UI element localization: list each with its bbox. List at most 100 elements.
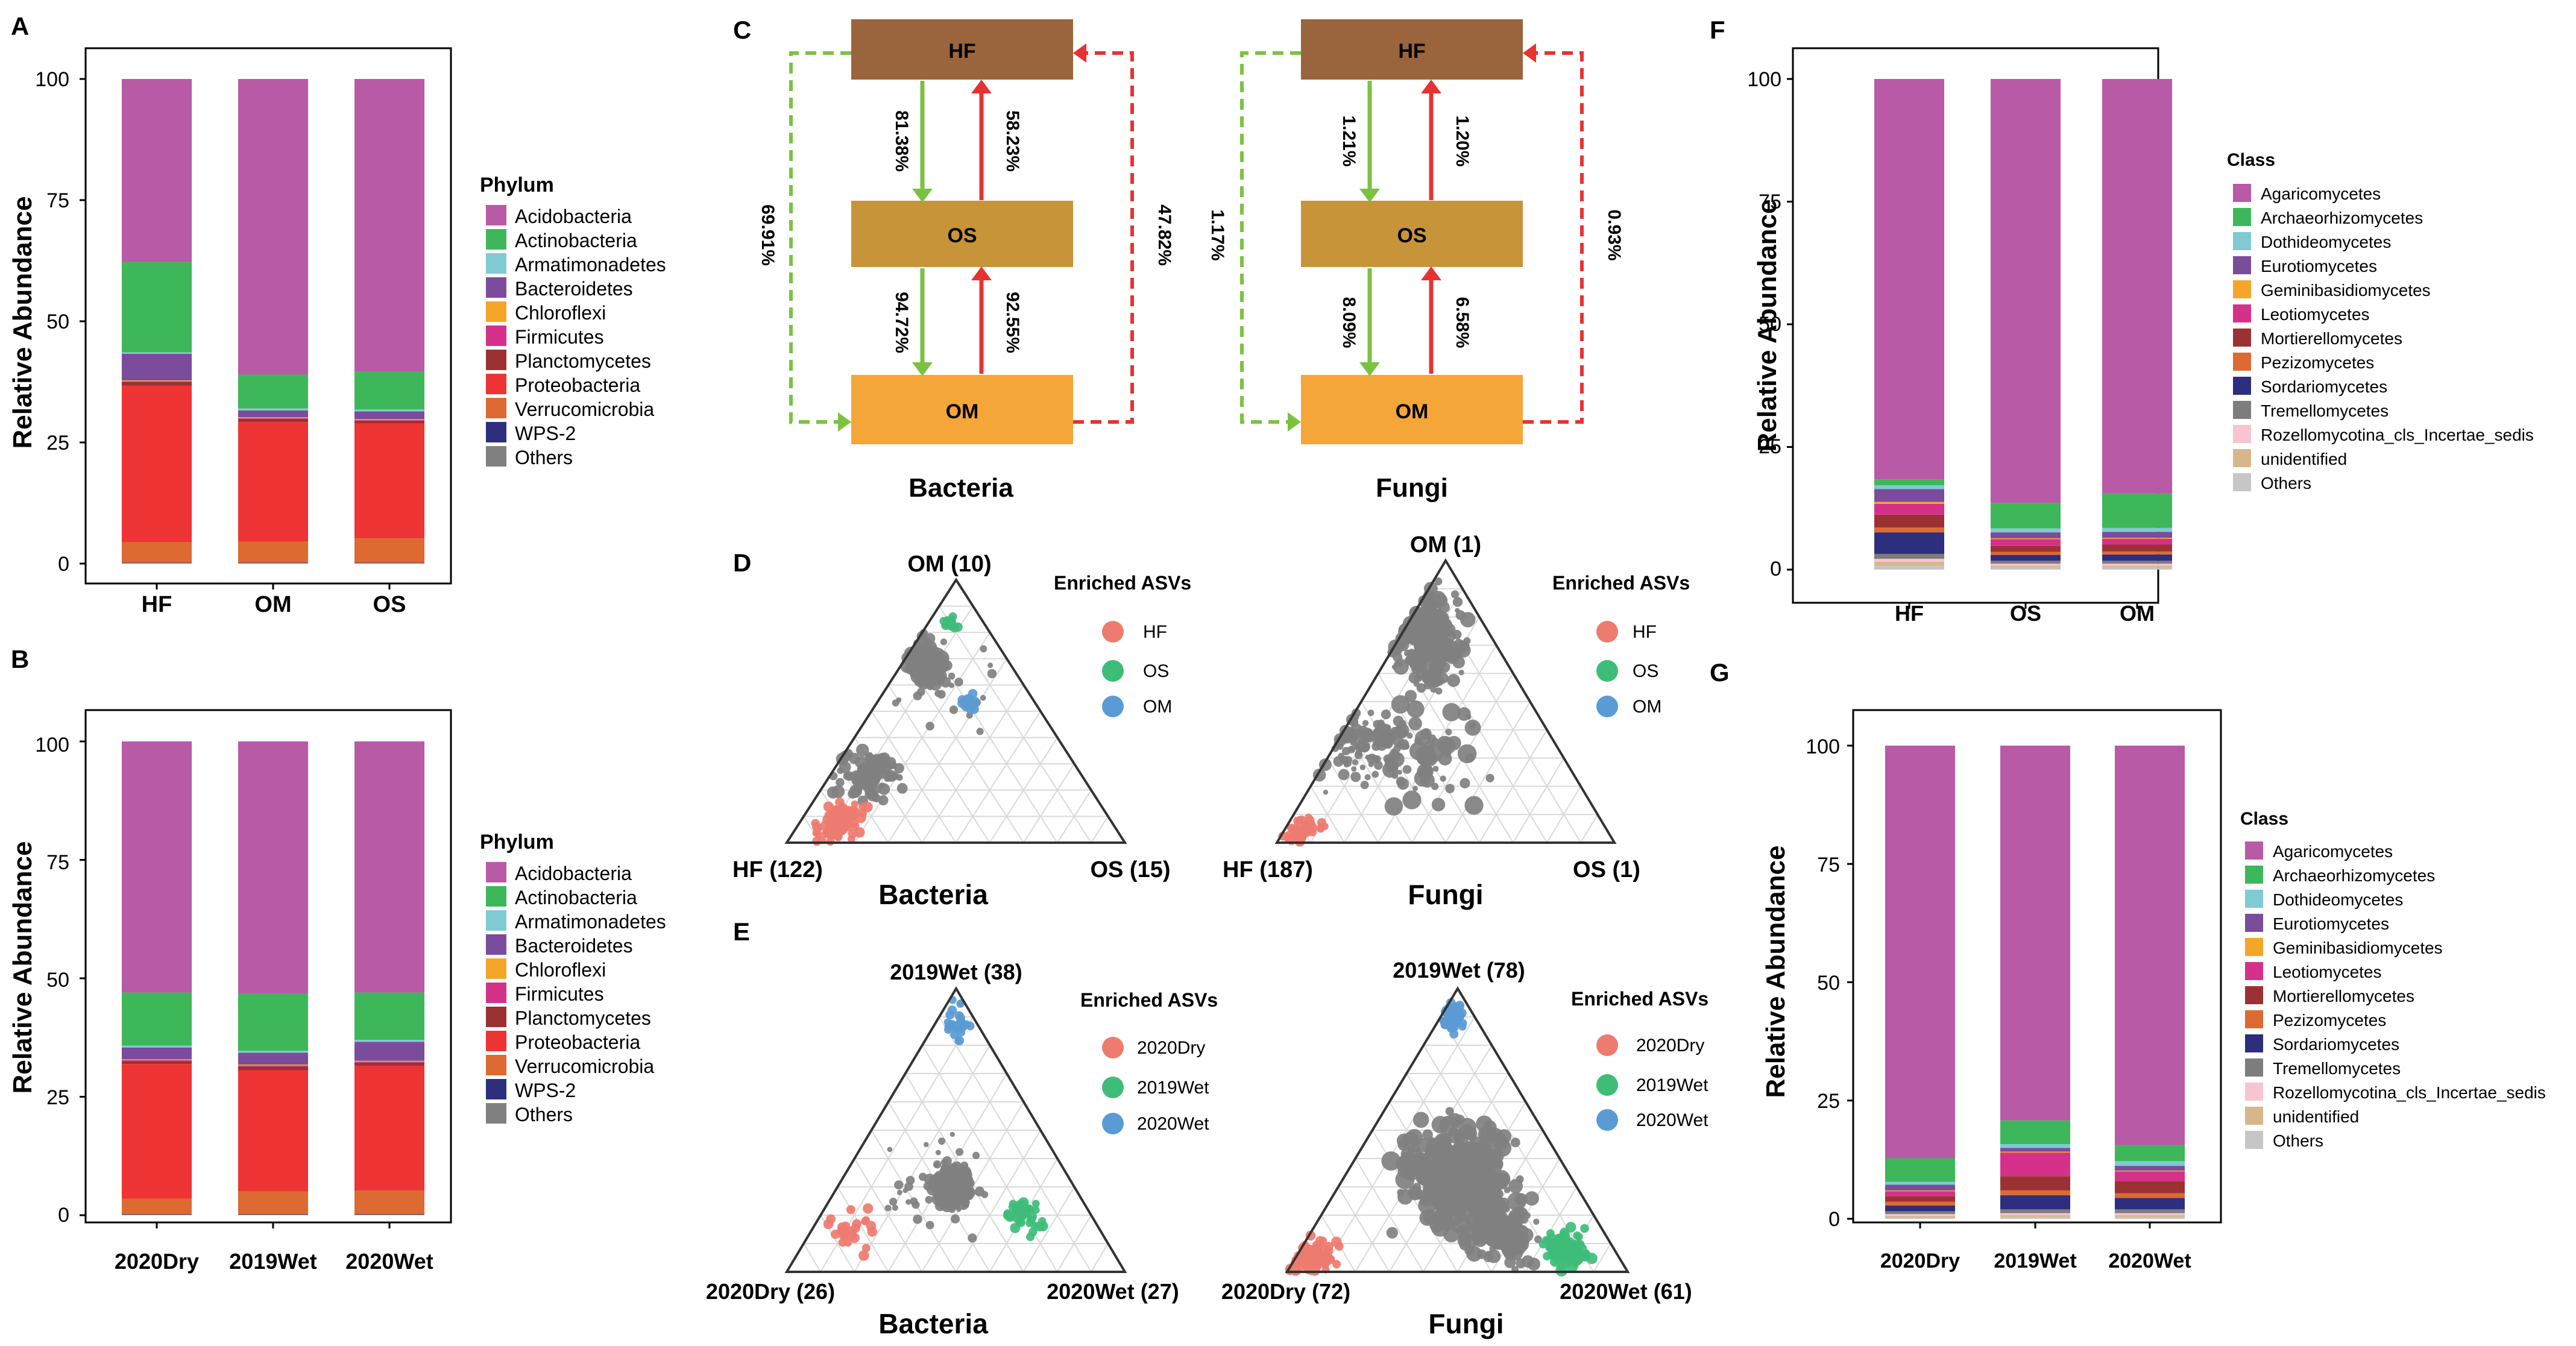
vertex-label-top: 2019Wet (78) <box>1393 958 1525 983</box>
ternary-point <box>925 1221 934 1230</box>
bar-segment <box>2115 1170 2185 1172</box>
ternary-gridline <box>1056 790 1092 843</box>
bar-segment <box>122 1198 192 1215</box>
bar-segment <box>1874 479 1944 485</box>
bar-segment <box>2000 1216 2070 1219</box>
legend-swatch-2020wet <box>1596 1109 1618 1131</box>
ternary-gridline <box>871 711 957 843</box>
ternary-point <box>1418 747 1437 765</box>
ternary-point <box>987 662 994 668</box>
ternary-point <box>1362 720 1369 726</box>
ternary-point <box>917 688 925 696</box>
bar-segment <box>238 408 308 410</box>
node-hf <box>851 19 1073 80</box>
legend-swatch <box>486 277 506 298</box>
ternary-point <box>1395 1169 1415 1189</box>
ternary-point <box>1456 1224 1469 1238</box>
ternary-point <box>956 999 965 1008</box>
ternary-point <box>1408 653 1415 660</box>
bar-segment <box>238 993 308 1051</box>
arrow-head <box>912 362 933 376</box>
bar-segment <box>2102 493 2172 528</box>
bar-segment <box>1874 503 1944 515</box>
panel-f-bar-chart: Relative Abundance 0 25 50 75 100 HF OS … <box>1747 47 2534 626</box>
ternary-point <box>871 759 880 768</box>
ternary-gridline <box>803 1243 821 1272</box>
ternary-point <box>924 1142 929 1148</box>
ternary-point <box>1300 828 1309 838</box>
bar-segment <box>2102 538 2172 539</box>
ternary-point <box>1406 700 1425 718</box>
ternary-point <box>1397 778 1409 790</box>
ternary-point <box>1485 773 1494 782</box>
ternary-point <box>933 1160 942 1169</box>
ternary-point <box>972 1151 980 1159</box>
ternary-point <box>1389 752 1405 767</box>
bar-segment <box>1991 532 2061 538</box>
ternary-point <box>913 664 922 673</box>
bar-segment <box>1874 485 1944 489</box>
bar-segment <box>1885 1190 1955 1192</box>
ternary-point <box>1573 1239 1585 1251</box>
legend-swatch <box>2233 329 2251 347</box>
bar-segment <box>2000 1148 2070 1152</box>
ternary-point <box>959 1021 968 1030</box>
bar-segment <box>2115 1181 2185 1193</box>
bar-segment <box>354 420 424 421</box>
bar-segment <box>238 1070 308 1192</box>
panel-b-bar-chart: Relative Abundance 0 25 50 75 100 2020Dr… <box>8 709 666 1274</box>
bar-segment <box>1874 527 1944 533</box>
ternary-point <box>966 712 973 719</box>
ternary-point <box>1419 1210 1435 1226</box>
legend-label: Agaricomycetes <box>2273 842 2393 861</box>
bar-segment <box>122 1061 192 1065</box>
flow-label: 69.91% <box>758 204 778 266</box>
bar-segment <box>1991 503 2061 529</box>
ternary-point <box>948 672 956 680</box>
ternary-point <box>1431 591 1446 606</box>
ternary-point <box>1335 1242 1344 1251</box>
bar-segment <box>1991 528 2061 533</box>
bar-segment <box>2000 1151 2070 1153</box>
bar-segment <box>1885 1214 1955 1216</box>
panel-f-ytick: 75 <box>1759 190 1781 213</box>
ternary-point <box>1393 659 1409 675</box>
panel-g-xtick: 2020Wet <box>2108 1250 2191 1272</box>
ternary-point <box>949 682 954 688</box>
ternary-point <box>1386 1227 1398 1239</box>
ternary-point <box>938 666 945 673</box>
panel-a-bars <box>80 78 424 590</box>
legend-label: Planctomycetes <box>515 350 651 372</box>
ternary-point <box>919 1172 927 1181</box>
ternary-point <box>925 722 934 731</box>
ternary-point <box>980 694 986 701</box>
bar-segment <box>238 410 308 418</box>
ternary-point <box>1441 1220 1452 1231</box>
ternary-point <box>863 1203 874 1214</box>
ternary-point <box>1514 1193 1528 1206</box>
bar-segment <box>1885 1181 1955 1185</box>
ternary-point <box>1397 640 1406 650</box>
flow-label: 8.09% <box>1339 297 1359 348</box>
legend-label: 2020Dry <box>1636 1036 1704 1055</box>
legend-label: Mortierellomycetes <box>2273 987 2414 1005</box>
ternary-point <box>1018 1211 1027 1219</box>
ternary-point <box>1485 1233 1500 1247</box>
legend-swatch <box>486 301 506 322</box>
bar-segment <box>2000 1153 2070 1177</box>
legend-label: Acidobacteria <box>515 863 632 884</box>
bar-segment <box>122 542 192 563</box>
legend-label: Archaeorhizomycetes <box>2261 209 2423 227</box>
ternary-point <box>1566 1252 1578 1263</box>
ternary-point <box>1575 1233 1583 1241</box>
ternary-point <box>858 808 868 818</box>
legend-label: Others <box>2261 474 2311 492</box>
ternary-point <box>851 1223 861 1233</box>
ternary-gridline <box>1546 785 1581 843</box>
legend-label: Others <box>515 1104 573 1125</box>
flow-label: 1.20% <box>1452 115 1472 166</box>
legend-swatch-om <box>1102 696 1124 717</box>
panel-g-axes: 0 25 50 75 100 2020Dry 2019Wet 2020Wet <box>1806 735 2191 1272</box>
ternary-point <box>850 806 858 815</box>
ternary-point <box>1435 687 1443 695</box>
